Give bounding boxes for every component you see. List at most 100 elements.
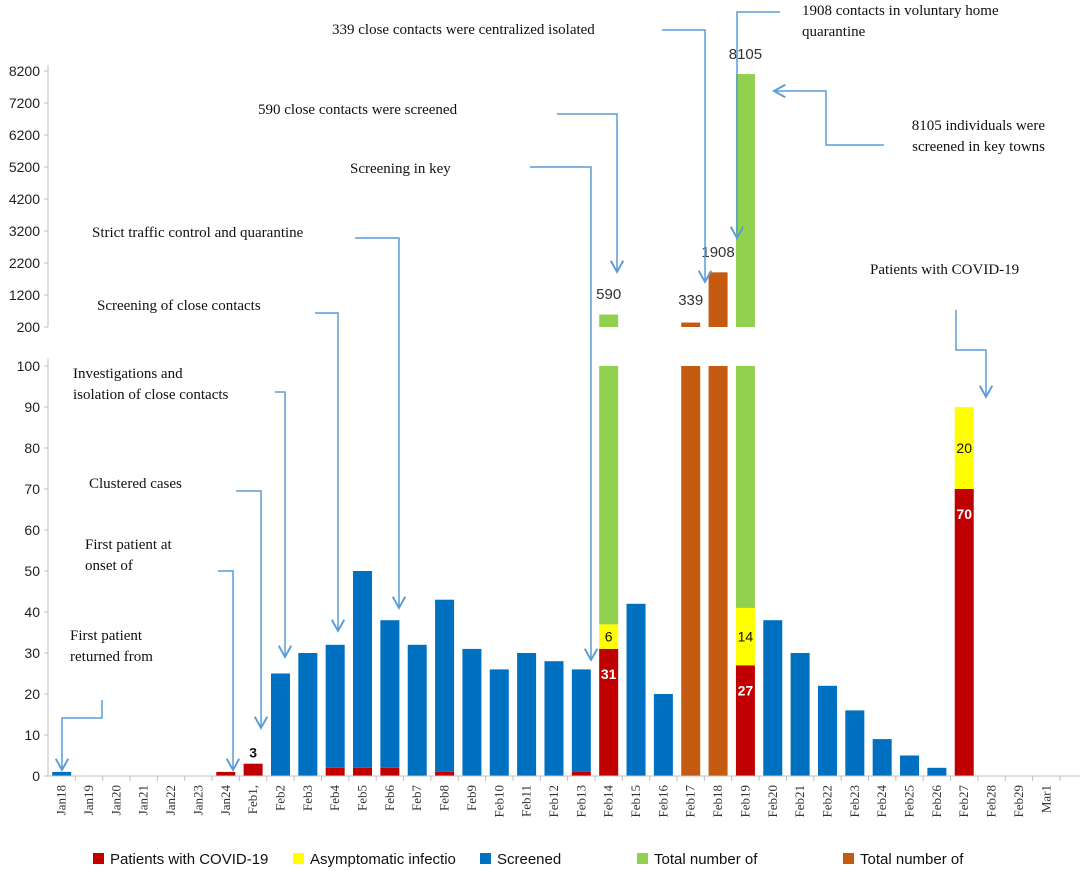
- y-tick-label: 90: [24, 399, 40, 415]
- x-tick-label: Feb27: [956, 785, 971, 818]
- x-tick-label: Feb25: [902, 785, 917, 818]
- annotation-arrow: [530, 166, 599, 662]
- annotation-arrow: [729, 11, 780, 240]
- screened-bar: [653, 694, 673, 776]
- annotation-arrow: [355, 237, 407, 610]
- y-tick-label: 4200: [9, 191, 40, 207]
- x-tick-label: Feb12: [546, 785, 561, 818]
- patients-bar: [571, 771, 591, 776]
- x-tick-label: Feb4: [327, 785, 342, 812]
- x-tick-label: Feb29: [1011, 785, 1026, 818]
- x-tick-label: Jan21: [136, 785, 151, 815]
- y-tick-label: 40: [24, 604, 40, 620]
- legend-swatch: [293, 853, 304, 864]
- screened-bar: [571, 669, 591, 772]
- y-tick-label: 200: [17, 319, 41, 335]
- y-tick-label: 5200: [9, 159, 40, 175]
- x-tick-label: Feb8: [437, 785, 452, 811]
- x-tick-label: Feb23: [847, 785, 862, 818]
- screened-bar: [872, 739, 892, 776]
- screened-bar: [927, 767, 947, 776]
- screened-bar: [325, 644, 345, 768]
- data-label: 31: [601, 666, 617, 682]
- x-tick-label: Feb15: [628, 785, 643, 818]
- patients-bar: [216, 771, 236, 776]
- screened-bar: [435, 599, 455, 772]
- data-label: 6: [605, 629, 613, 645]
- x-tick-label: Feb2: [272, 785, 287, 811]
- annotation-text: 590 close contacts were screened: [258, 102, 458, 118]
- patients-bar: [735, 665, 755, 776]
- annotation-text: 339 close contacts were centralized isol…: [332, 22, 595, 38]
- y-tick-label: 8200: [9, 63, 40, 79]
- annotation-arrow: [955, 310, 994, 399]
- annotation-arrow: [662, 29, 713, 284]
- x-tick-label: Feb13: [573, 785, 588, 818]
- x-tick-label: Feb6: [382, 785, 397, 812]
- annotation-text: First patient at: [85, 537, 172, 553]
- legend-label: Total number of: [654, 851, 758, 868]
- y-tick-label: 0: [32, 768, 40, 784]
- bars-layer: [52, 74, 974, 776]
- legend-swatch: [637, 853, 648, 864]
- x-tick-label: Jan22: [163, 785, 178, 815]
- screened-bar: [353, 571, 373, 768]
- x-tick-label: Feb20: [765, 785, 780, 818]
- patients-bar: [435, 771, 455, 776]
- annotations-layer: First patient returned from First patient …: [54, 3, 1046, 772]
- x-tick-label: Feb3: [300, 785, 315, 811]
- y-tick-label: 2200: [9, 255, 40, 271]
- legend-swatch: [843, 853, 854, 864]
- screened-bar: [626, 603, 646, 776]
- total-green-bar-upper: [735, 74, 755, 327]
- asymptomatic-bar: [599, 624, 619, 649]
- patients-bar: [599, 648, 619, 776]
- data-label: 590: [596, 286, 621, 303]
- annotation-text: Screening of close contacts: [97, 298, 261, 314]
- y-tick-label: 6200: [9, 127, 40, 143]
- x-tick-label: Feb11: [519, 785, 534, 817]
- x-tick-label: Jan20: [108, 785, 123, 815]
- data-labels-layer: 3 31 6 590 339 1908 27 14 8105 70 20: [249, 46, 972, 761]
- legend-label: Total number of: [860, 851, 964, 868]
- annotation-arrow: [557, 113, 625, 274]
- x-tick-label: Feb10: [491, 785, 506, 818]
- patients-bar: [325, 767, 345, 776]
- x-tick-label: Jan18: [54, 785, 69, 815]
- legend: Patients with COVID-19 Asymptomatic infec…: [93, 851, 964, 868]
- annotation-arrow: [54, 700, 103, 772]
- x-tick-label: Feb1,: [245, 785, 260, 814]
- annotation-text: 8105 individuals were: [912, 118, 1046, 134]
- total-green-bar: [735, 366, 755, 608]
- annotation-text: Patients with COVID-19: [870, 262, 1019, 278]
- data-label: 1908: [701, 244, 734, 261]
- data-label: 14: [738, 629, 754, 645]
- screened-bar: [380, 620, 400, 768]
- data-label: 339: [678, 292, 703, 309]
- y-tick-label: 80: [24, 440, 40, 456]
- legend-swatch: [480, 853, 491, 864]
- annotation-text: screened in key towns: [912, 139, 1045, 155]
- total-orange-bar-upper: [681, 322, 701, 327]
- annotation-text: onset of: [85, 558, 133, 574]
- patients-bar: [353, 767, 373, 776]
- x-tick-label: Jan19: [81, 785, 96, 815]
- y-tick-label: 30: [24, 645, 40, 661]
- x-tick-label: Feb17: [683, 785, 698, 818]
- total-orange-bar-upper: [708, 272, 728, 327]
- annotation-arrow: [772, 83, 884, 146]
- patients-bar: [954, 489, 974, 776]
- x-tick-label: Mar1: [1038, 785, 1053, 813]
- y-tick-label: 3200: [9, 223, 40, 239]
- legend-label: Patients with COVID-19: [110, 851, 268, 868]
- axes-layer: 0 10 20 30 40 50 60 70 80 90 100 200 1200 2200 3200 420…: [9, 63, 1080, 818]
- x-tick-label: Feb5: [355, 785, 370, 811]
- y-tick-label: 1200: [9, 287, 40, 303]
- total-orange-bar: [681, 366, 701, 776]
- legend-label: Asymptomatic infectio: [310, 851, 456, 868]
- x-tick-label: Feb7: [409, 785, 424, 812]
- y-tick-label: 100: [17, 358, 41, 374]
- patients-bar: [243, 763, 263, 776]
- x-tick-label: Feb9: [464, 785, 479, 811]
